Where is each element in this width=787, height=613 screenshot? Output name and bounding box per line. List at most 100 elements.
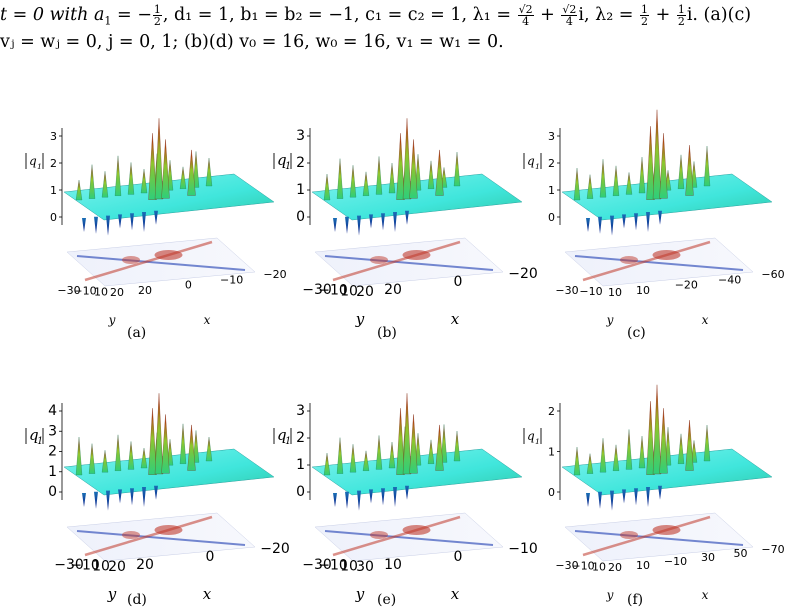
valley-spike [610,490,614,511]
valley-spike [82,493,86,507]
valley-spike [622,214,626,229]
svg-text:1: 1 [535,437,540,446]
valley-spike [333,218,337,232]
x-tick-label: 20 [138,284,152,297]
ridge-spike [88,164,96,199]
z-tick-label: 1 [548,184,555,197]
x-axis-label: x [204,313,211,327]
caption-half3-num: 1 [676,3,686,16]
y-tick-label: −10 [73,285,96,298]
main-peak [396,133,405,200]
valley-spike [130,213,134,231]
main-peak [409,139,418,199]
ridge-spike [75,436,83,476]
valley-spike [610,215,614,236]
y-tick-label: −30 [555,559,578,572]
y-tick-label: −10 [70,558,100,574]
ridge-spike [127,162,135,195]
valley-spike [646,487,650,507]
valley-spike [405,485,409,500]
svg-text:1: 1 [37,162,42,171]
valley-spike [94,491,98,509]
y-axis-label: y [355,310,365,328]
main-peak [402,118,412,200]
x-tick-label: −20 [508,266,538,282]
y-tick-label: 10 [92,558,110,574]
valley-spike [94,216,98,234]
z-tick-label: 3 [296,128,305,144]
x-tick-label: −60 [761,268,784,281]
valley-spike [357,490,361,511]
x-tick-label: −20 [263,268,286,281]
caption-tail: i. (a)(c) [686,5,752,25]
ridge-spike [586,453,594,474]
valley-spike [118,214,122,229]
valley-spike [598,491,602,509]
ridge-spike [88,443,96,474]
caption-half2-den: 2 [641,15,649,28]
svg-text:1: 1 [285,161,291,172]
valley-spike [154,485,158,500]
x-axis-label: x [451,310,460,328]
ridge-spike [101,450,109,473]
subfigure-label-b: (b) [377,325,397,341]
caption-a1-sub: 1 [104,14,112,28]
main-peak [652,384,662,475]
ridge-spike [127,441,135,470]
z-tick-label: 0 [50,211,57,224]
valley-spike [381,213,385,231]
caption-half3-den: 2 [677,15,685,28]
ridge-spike [114,155,122,196]
contour-stripe [574,255,744,271]
valley-spike [82,218,86,232]
main-peak [409,414,418,474]
main-peak [148,408,157,475]
z-tick-label: 0 [548,211,555,224]
contour-stripe [84,515,213,557]
ridge-spike [375,435,383,470]
z-tick-label: 1 [296,182,305,198]
ridge-spike [625,172,633,195]
y-tick-label: 20 [108,559,126,575]
ridge-spike [101,171,109,198]
contour-stripe [582,240,711,282]
z-tick-label: 2 [296,155,305,171]
z-tick-label: 4 [48,403,57,419]
z-tick-label: 3 [48,423,57,439]
x-tick-label: 0 [185,279,192,292]
caption-a1-eq: = − [111,5,152,25]
ridge-spike [140,168,148,194]
ridge-spike [323,452,331,476]
ridge-spike [612,165,620,196]
ridge-spike [414,154,422,191]
ridge-spike [388,162,396,194]
subfigure-label-f: (f) [627,592,644,608]
valley-spike [369,214,373,229]
z-tick-label: 1 [548,446,555,459]
y-axis-label: y [606,588,614,602]
valley-spike [393,487,397,507]
valley-spike [634,488,638,506]
y-tick-label: 10 [340,558,358,574]
z-axis-label: q1 [273,426,292,447]
svg-text:q: q [527,154,535,168]
caption-sqrt-fraction-2: √2 4 [561,4,578,27]
ridge-spike [677,433,685,464]
ridge-spike [192,430,200,463]
subfigure-label-d: (d) [127,592,147,608]
ridge-spike [703,145,711,187]
contour-stripe [324,255,494,271]
valley-spike [142,487,146,507]
ridge-spike [205,157,213,187]
x-tick-label: 20 [136,557,154,573]
caption-sqrt-fraction-1: √2 4 [517,4,534,27]
y-tick-label: 10 [608,286,622,299]
valley-spike [586,493,590,507]
z-tick-label: 3 [548,130,555,143]
